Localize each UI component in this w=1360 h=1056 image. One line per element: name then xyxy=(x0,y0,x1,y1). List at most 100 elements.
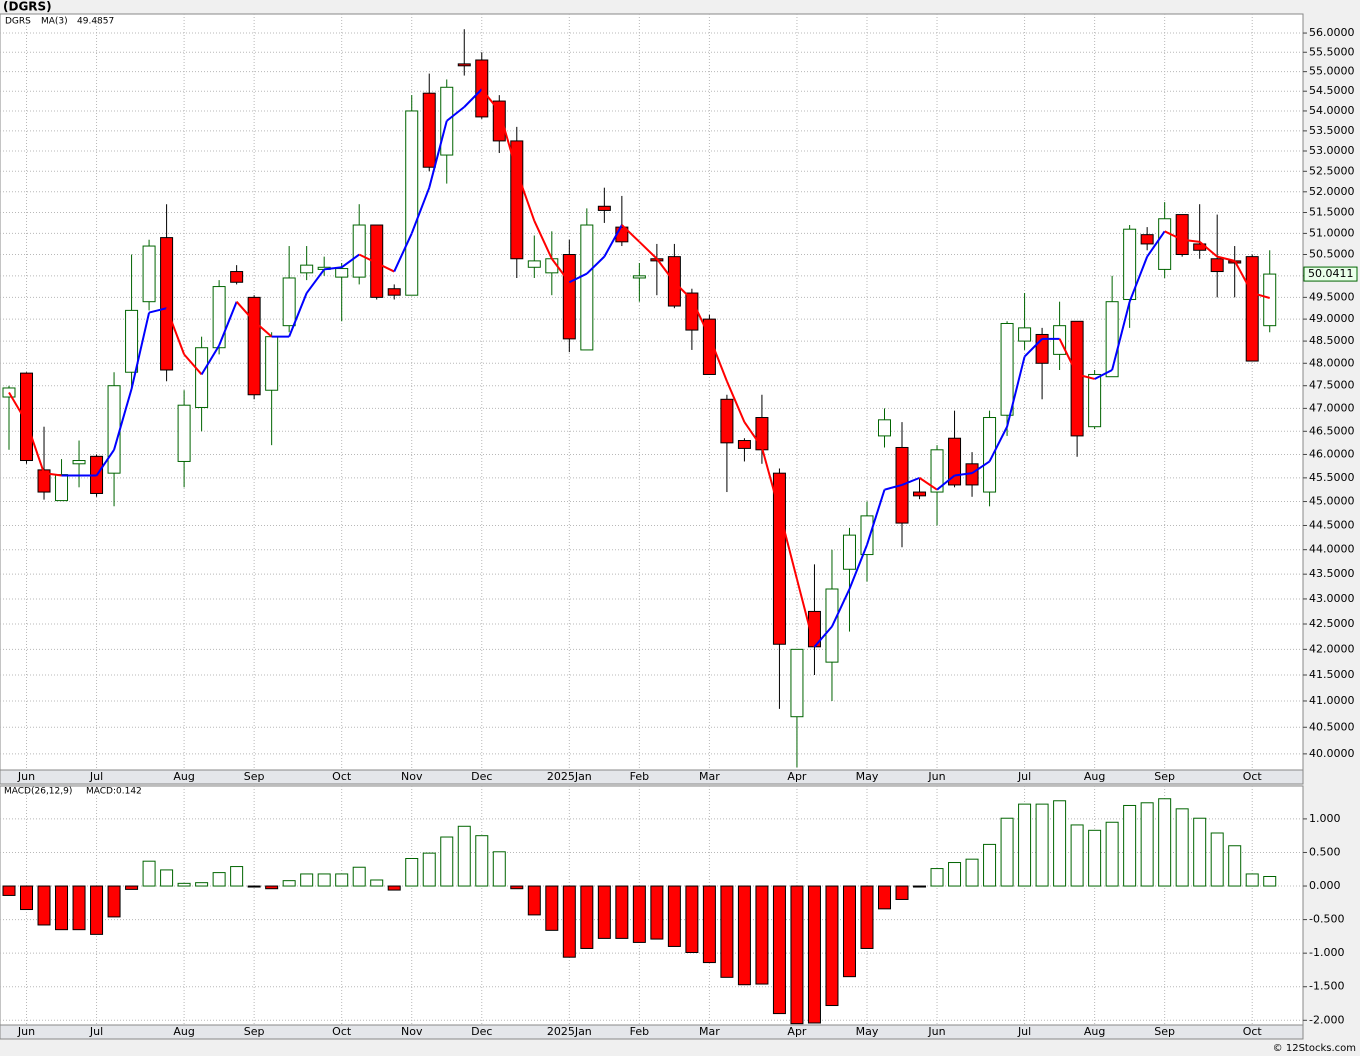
macd-bar xyxy=(1000,817,1014,887)
candle-body xyxy=(772,472,786,645)
legend-value: 49.4857 xyxy=(77,17,114,27)
candle-body xyxy=(282,277,296,327)
ma-line xyxy=(428,120,448,188)
y-tick-label: 41.0000 xyxy=(1309,694,1355,707)
candle-body xyxy=(1158,218,1172,270)
macd-bar xyxy=(597,885,611,939)
macd-bar xyxy=(790,885,804,1025)
ma-line xyxy=(1058,338,1079,375)
last-price-label: 50.0411 xyxy=(1308,267,1354,280)
macd-bar xyxy=(685,885,699,953)
macd-bar xyxy=(457,825,471,887)
macd-bar xyxy=(650,885,664,940)
y-tick-label: 49.5000 xyxy=(1309,290,1355,303)
x-tick-label: Aug xyxy=(173,1025,194,1038)
ma-line xyxy=(324,266,342,271)
candle-body xyxy=(1263,273,1277,327)
macd-bar xyxy=(55,885,69,931)
macd-bar xyxy=(860,885,874,949)
macd-bar xyxy=(265,885,279,890)
x-tick-label: Jul xyxy=(1017,1025,1031,1038)
ma-line xyxy=(638,241,658,260)
ma-line xyxy=(1023,338,1043,358)
candle-body xyxy=(860,515,874,556)
macd-bar xyxy=(527,885,541,916)
ma-line xyxy=(586,255,606,275)
macd-bar xyxy=(948,862,962,887)
candle-body xyxy=(1210,258,1224,273)
ma-line xyxy=(130,312,151,390)
macd-bar xyxy=(1070,824,1084,887)
macd-bar xyxy=(230,866,244,887)
ma-line xyxy=(884,483,903,491)
ma-line xyxy=(603,224,623,258)
candle-body xyxy=(702,318,716,375)
candle-body xyxy=(492,100,506,142)
ma-line xyxy=(831,588,851,627)
candle-body xyxy=(1018,327,1032,342)
macd-bar xyxy=(755,885,769,985)
ma-line xyxy=(358,253,378,264)
x-tick-label: Apr xyxy=(787,1025,807,1038)
macd-bar xyxy=(440,836,454,887)
macd-bar xyxy=(895,885,909,900)
y-tick-label: 46.5000 xyxy=(1309,424,1355,437)
ma-line xyxy=(200,344,220,375)
chart-title: (DGRS) xyxy=(3,0,52,14)
macd-bar xyxy=(125,885,139,890)
macd-bar xyxy=(1053,800,1067,887)
ma-line xyxy=(235,301,255,322)
macd-bar xyxy=(422,852,436,887)
legend-value: MACD:0.142 xyxy=(86,787,142,797)
footer: © 12Stocks.com xyxy=(1273,1043,1356,1054)
candle-body xyxy=(405,110,419,296)
y-tick-label: -1.000 xyxy=(1309,946,1344,959)
y-tick-label: 43.0000 xyxy=(1309,592,1355,605)
x-tick-label: Feb xyxy=(630,770,649,783)
y-tick-label: 56.0000 xyxy=(1309,26,1355,39)
ma-line xyxy=(743,421,763,449)
ma-line xyxy=(918,477,938,491)
candle-body xyxy=(527,260,541,268)
candle-body xyxy=(720,398,734,444)
legend-label: MA(3) xyxy=(41,17,68,27)
macd-bar xyxy=(772,885,786,1015)
macd-bar xyxy=(352,866,366,887)
ma-line xyxy=(165,307,186,355)
ma-line xyxy=(936,474,956,491)
macd-bar xyxy=(317,873,331,887)
ma-line xyxy=(551,258,571,283)
candle-body xyxy=(562,254,576,340)
y-tick-label: 45.5000 xyxy=(1309,471,1355,484)
y-tick-label: 53.5000 xyxy=(1309,124,1355,137)
macd-bar xyxy=(545,885,559,931)
candle-body xyxy=(107,385,121,474)
ma-line xyxy=(1146,230,1166,258)
macd-bar xyxy=(1088,829,1102,887)
macd-bar xyxy=(702,885,716,964)
macd-bar xyxy=(405,858,419,887)
y-tick-label: 45.0000 xyxy=(1309,495,1355,508)
x-tick-label: Aug xyxy=(173,770,194,783)
candle-body xyxy=(422,92,436,168)
macd-bar xyxy=(1105,821,1119,887)
candle-body xyxy=(212,286,226,349)
x-tick-label: Dec xyxy=(471,1025,492,1038)
ma-line xyxy=(95,449,115,477)
macd-bar xyxy=(720,885,734,978)
y-tick-label: 46.0000 xyxy=(1309,447,1355,460)
y-tick-label: 42.0000 xyxy=(1309,642,1355,655)
x-tick-label: Oct xyxy=(1243,1025,1263,1038)
macd-bar xyxy=(632,885,646,943)
ma-line xyxy=(866,489,886,546)
ma-line xyxy=(446,106,465,122)
candle-body xyxy=(580,224,594,351)
ma-line xyxy=(813,625,833,648)
ma-line xyxy=(1182,238,1200,243)
macd-bar xyxy=(1018,803,1032,887)
macd-bar xyxy=(20,885,34,911)
x-tick-label: Aug xyxy=(1084,1025,1105,1038)
x-tick-label: Jul xyxy=(1017,770,1031,783)
macd-bar xyxy=(212,872,226,887)
macd-bar xyxy=(1263,875,1277,887)
